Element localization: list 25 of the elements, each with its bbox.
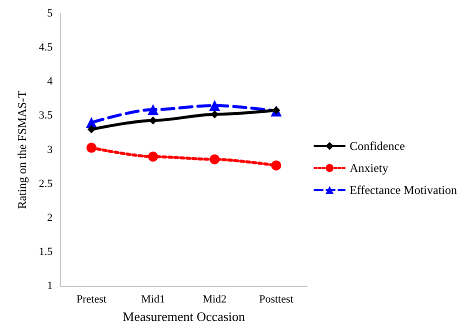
point	[148, 104, 159, 116]
y-tick-label: 4	[47, 76, 54, 88]
y-tick-label: 4.5	[38, 42, 54, 54]
y-tick-label: 3.5	[38, 110, 54, 122]
legend-label: Confidence	[350, 139, 405, 153]
point	[209, 100, 220, 112]
point	[210, 154, 220, 164]
x-tick-label: Posttest	[259, 294, 294, 306]
y-axis-title: Rating on the FSMAS-T	[15, 90, 29, 209]
y-tick-label: 2.5	[38, 178, 54, 190]
point	[87, 125, 96, 134]
y-tick-label: 2	[47, 212, 53, 224]
x-axis-title: Measurement Occasion	[122, 309, 246, 324]
point	[86, 142, 96, 153]
point	[148, 152, 158, 162]
y-tick-label: 3	[47, 144, 54, 156]
x-tick-label: Pretest	[76, 294, 106, 306]
y-tick-label: 1	[47, 280, 53, 292]
point	[271, 160, 282, 170]
legend-label: Anxiety	[350, 161, 388, 175]
x-tick-label: Mid2	[202, 294, 227, 306]
x-tick-label: Mid1	[141, 294, 165, 306]
y-tick-label: 5	[47, 8, 54, 20]
legend-label: Effectance Motivation	[350, 183, 458, 197]
y-tick-label: 1.5	[38, 246, 54, 258]
